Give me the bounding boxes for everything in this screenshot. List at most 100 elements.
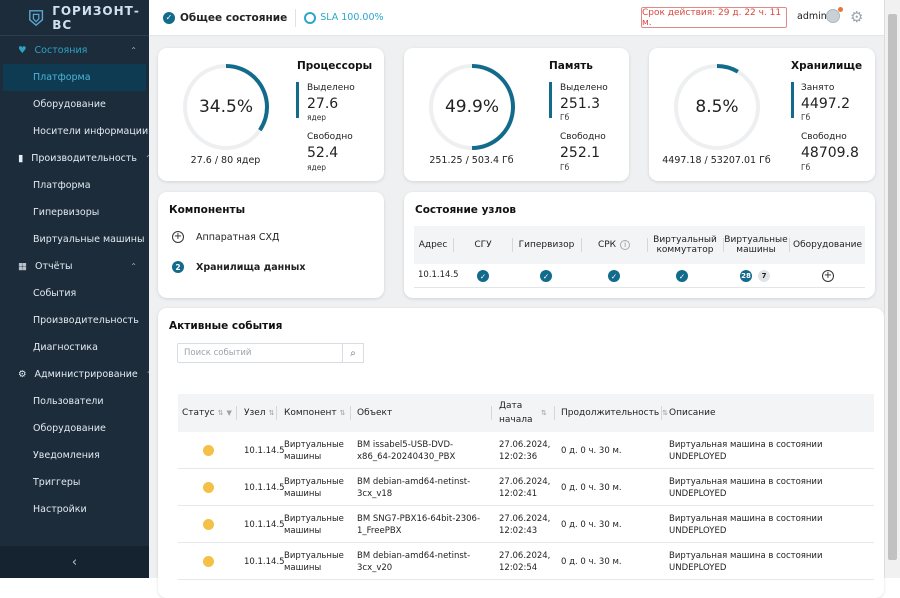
- nav-section-status[interactable]: ♥ Состояния ⌃: [0, 37, 149, 64]
- col-date-sort[interactable]: ⇅: [538, 394, 547, 432]
- node-address[interactable]: 10.1.14.5: [418, 270, 459, 280]
- sidebar-item-storage-media[interactable]: Носители информации: [33, 126, 149, 137]
- cpu-percent: 34.5%: [198, 97, 253, 117]
- brand-name: ГОРИЗОНТ-ВС: [52, 3, 140, 32]
- license-expiry-badge[interactable]: Срок действия: 29 д. 22 ч. 11 м.: [641, 7, 787, 28]
- memory-summary: 251.25 / 503.4 Гб: [429, 155, 514, 166]
- component-hardware-storage[interactable]: + Аппаратная СХД: [172, 231, 279, 243]
- row-component: Виртуальные машины: [284, 513, 344, 536]
- vm-count-badge[interactable]: 28: [740, 270, 752, 282]
- nav-section-reports[interactable]: ▦ Отчёты ⌃: [0, 253, 149, 280]
- free-label: Свободно: [560, 132, 606, 142]
- overall-status[interactable]: Общее состояние: [180, 11, 288, 24]
- vm-count-secondary[interactable]: 7: [758, 270, 770, 282]
- main-content: 34.5% 27.6 / 80 ядер Процессоры Выделено…: [149, 36, 884, 598]
- brand[interactable]: ГОРИЗОНТ-ВС: [0, 0, 149, 36]
- bar-chart-icon: ▮: [18, 153, 24, 164]
- row-object: ВМ debian-amd64-netinst-3cx_v18: [357, 476, 471, 499]
- col-vms: Виртуальные машины: [724, 235, 788, 255]
- col-object[interactable]: Объект: [357, 408, 393, 418]
- sidebar-item-admin-hardware[interactable]: Оборудование: [33, 423, 106, 434]
- nav-section-performance[interactable]: ▮ Производительность ⌃: [0, 145, 152, 172]
- row-node: 10.1.14.5: [244, 519, 285, 530]
- table-row[interactable]: 10.1.14.5 Виртуальные машины ВМ debian-amd…: [178, 469, 874, 506]
- row-duration: 0 д. 0 ч. 30 м.: [561, 519, 622, 530]
- sidebar-item-platform[interactable]: Платформа: [3, 64, 146, 91]
- storage-donut: [674, 64, 760, 150]
- status-warning-icon: [203, 519, 214, 530]
- row-object: ВМ SNG7-PBX16-64bit-2306-1_FreePBX: [357, 513, 481, 536]
- nav-section-label: Состояния: [34, 45, 88, 56]
- allocated-label: Выделено: [560, 83, 608, 93]
- cpu-donut: [183, 64, 269, 150]
- avatar[interactable]: [826, 9, 840, 23]
- col-srk-label: СРК: [597, 240, 617, 250]
- sidebar-item-virtual-machines[interactable]: Виртуальные машины: [33, 234, 145, 245]
- col-node[interactable]: Узел ⇅: [244, 394, 274, 432]
- col-hypervisor: Гипервизор: [518, 240, 575, 250]
- search-icon: ⌕: [350, 347, 356, 359]
- storage-percent: 8.5%: [695, 97, 739, 117]
- sort-icon[interactable]: ⇅: [541, 409, 547, 417]
- col-status[interactable]: Статус ⇅ ▼: [182, 394, 232, 432]
- table-row[interactable]: 10.1.14.5 Виртуальные машины ВМ SNG7-PBX16…: [178, 506, 874, 543]
- sidebar-item-events[interactable]: События: [33, 288, 77, 299]
- username[interactable]: admin: [797, 11, 827, 22]
- components-card: Компоненты + Аппаратная СХД 2 Хранилища да…: [158, 192, 384, 298]
- storage-title: Хранилище: [791, 60, 863, 72]
- sidebar-item-hypervisors[interactable]: Гипервизоры: [33, 207, 100, 218]
- table-row[interactable]: 10.1.14.5 Виртуальные машины ВМ issabel5-U…: [178, 432, 874, 469]
- scrollbar-thumb[interactable]: [888, 14, 897, 560]
- free-unit: Гб: [801, 163, 811, 172]
- sidebar-item-users[interactable]: Пользователи: [33, 396, 104, 407]
- sidebar-item-perf-platform[interactable]: Платформа: [33, 180, 91, 191]
- events-title: Активные события: [169, 320, 283, 332]
- divider: [453, 238, 454, 252]
- sort-icon[interactable]: ⇅: [339, 409, 346, 417]
- divider: [723, 238, 724, 252]
- storage-card: 8.5% 4497.18 / 53207.01 Гб Хранилище Зан…: [649, 48, 875, 181]
- settings-gear-icon[interactable]: ⚙: [850, 8, 864, 26]
- allocated-value: 27.6: [307, 96, 339, 112]
- collapse-sidebar-button[interactable]: ‹: [0, 546, 149, 578]
- divider: [512, 238, 513, 252]
- components-title: Компоненты: [169, 204, 246, 216]
- memory-percent: 49.9%: [444, 97, 499, 117]
- sidebar-item-settings[interactable]: Настройки: [33, 504, 87, 515]
- col-date[interactable]: Дата начала: [499, 401, 533, 425]
- cpu-title: Процессоры: [297, 60, 373, 72]
- info-icon[interactable]: i: [620, 240, 631, 250]
- row-node: 10.1.14.5: [244, 445, 285, 456]
- sidebar-item-triggers[interactable]: Триггеры: [33, 477, 81, 488]
- sort-icon[interactable]: ⇅: [662, 409, 669, 417]
- free-value: 48709.8: [801, 145, 859, 161]
- col-description[interactable]: Описание: [669, 408, 716, 418]
- sla-ring-icon: [304, 11, 317, 24]
- node-row[interactable]: 10.1.14.5 ✓ ✓ ✓ ✓ 28 7 +: [414, 264, 865, 288]
- free-value: 252.1: [560, 145, 601, 161]
- row-description: Виртуальная машина в состоянии UNDEPLOYE…: [669, 476, 823, 499]
- search-button[interactable]: ⌕: [342, 343, 364, 363]
- component-data-stores[interactable]: 2 Хранилища данных: [172, 261, 306, 273]
- add-circle-icon[interactable]: +: [822, 270, 834, 282]
- check-circle-icon: ✓: [676, 270, 688, 282]
- free-value: 52.4: [307, 145, 339, 161]
- free-label: Свободно: [801, 132, 847, 142]
- sidebar-item-hardware[interactable]: Оборудование: [33, 99, 106, 110]
- sort-icon[interactable]: ⇅: [217, 409, 224, 417]
- sort-icon[interactable]: ⇅: [268, 409, 275, 417]
- col-component[interactable]: Компонент ⇅: [284, 394, 346, 432]
- scrollbar[interactable]: [884, 0, 900, 578]
- sidebar-item-perf-report[interactable]: Производительность: [33, 315, 139, 326]
- col-duration[interactable]: Продолжительность ⇅: [561, 394, 668, 432]
- filter-icon[interactable]: ▼: [226, 409, 232, 417]
- search-input[interactable]: Поиск событий ⌕: [177, 343, 364, 363]
- sla-status[interactable]: SLA 100.00%: [320, 12, 384, 23]
- nav-section-admin[interactable]: ⚙Администрирование⌃: [0, 361, 152, 388]
- sidebar-item-diagnostics[interactable]: Диагностика: [33, 342, 98, 353]
- table-row[interactable]: 10.1.14.5 Виртуальные машины ВМ debian-amd…: [178, 543, 874, 580]
- sidebar-item-notifications[interactable]: Уведомления: [33, 450, 100, 461]
- chevron-left-icon: ‹: [71, 554, 78, 570]
- row-date: 27.06.2024, 12:02:54: [499, 550, 551, 573]
- events-table-header: Статус ⇅ ▼ Узел ⇅ Компонент ⇅ Объект Дата на…: [178, 394, 874, 432]
